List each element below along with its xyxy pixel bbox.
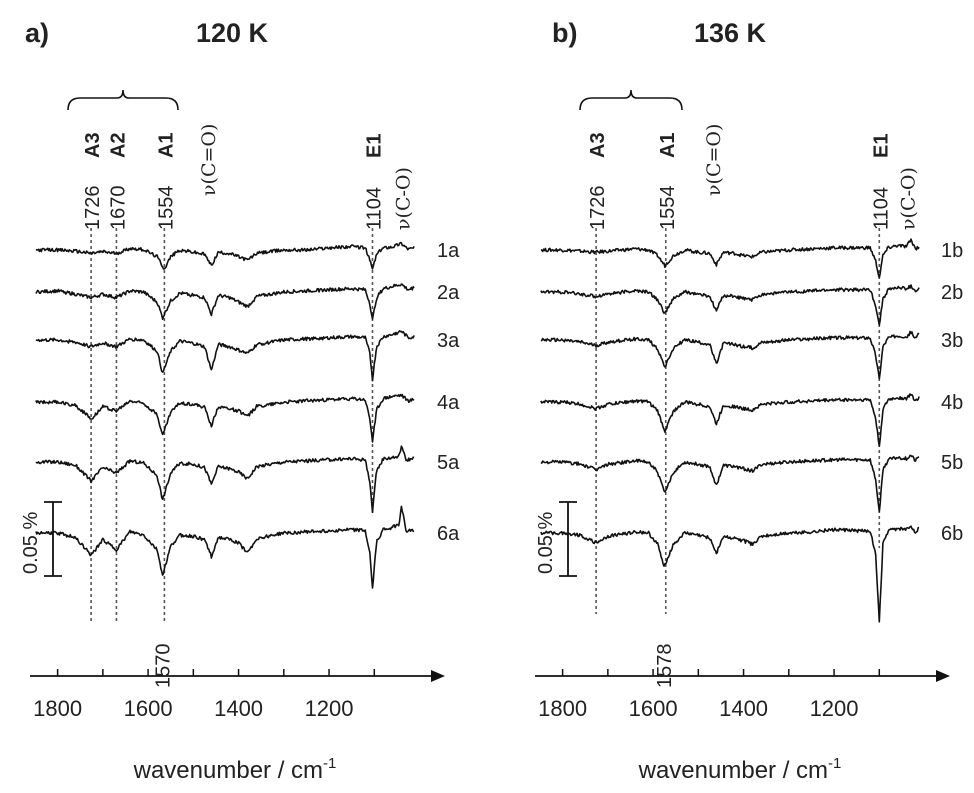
band-label: E1 <box>870 134 892 158</box>
spectrum-trace-2b <box>540 284 920 326</box>
spectrum-trace-2a <box>35 283 415 320</box>
spectrum-trace-4a <box>35 393 415 443</box>
scale-bar-label: 0.05 % <box>535 512 557 574</box>
panel-a: a) 120 K 1800 1600 1400 1200 wavenumber / cm-1… <box>20 18 460 784</box>
spectrum-trace-6a <box>35 505 415 589</box>
peak-wavenumber-label: 1726 <box>82 186 104 231</box>
panel-label: a) <box>25 18 49 48</box>
trace-label: 1a <box>437 240 460 262</box>
spectrum-trace-4b <box>540 393 920 447</box>
peak-wavenumber-label: 1554 <box>155 186 177 231</box>
spectrum-trace-6b <box>540 525 920 623</box>
x-axis-label: wavenumber / cm-1 <box>133 755 337 784</box>
trace-label: 5a <box>437 452 460 474</box>
band-label: A3 <box>82 132 104 158</box>
peak-wavenumber-label: 1104 <box>870 187 892 230</box>
band-group-brace <box>579 89 683 111</box>
trace-label: 6a <box>437 523 460 545</box>
vibration-mode-label: ν(C=O) <box>198 124 220 196</box>
spectrum-trace-1b <box>540 238 920 279</box>
x-tick-label: 1400 <box>719 696 768 721</box>
x-axis-label: wavenumber / cm-1 <box>638 755 842 784</box>
x-tick-label: 1400 <box>214 696 263 721</box>
x-axis-arrow <box>936 670 950 682</box>
panel-title: 120 K <box>196 18 269 48</box>
spectrum-trace-5b <box>540 454 920 513</box>
trace-label: 4b <box>941 392 963 414</box>
spectrum-trace-3a <box>35 330 415 382</box>
band-label: A1 <box>155 132 177 158</box>
scale-bar-label: 0.05 % <box>20 512 42 574</box>
bottom-wavenumber-label: 1578 <box>654 644 676 689</box>
vibration-mode-label: ν(C=O) <box>703 124 725 196</box>
trace-label: 3b <box>941 330 963 352</box>
trace-label: 4a <box>437 392 460 414</box>
bottom-wavenumber-label: 1570 <box>153 644 175 689</box>
peak-wavenumber-label: 1554 <box>657 186 679 231</box>
panel-title: 136 K <box>694 18 767 48</box>
spectrum-trace-5a <box>35 445 415 513</box>
spectrum-trace-1a <box>35 241 415 270</box>
trace-label: 2b <box>941 282 963 304</box>
x-tick-label: 1600 <box>124 696 173 721</box>
trace-label: 1b <box>941 240 963 262</box>
trace-label: 5b <box>941 452 963 474</box>
trace-label: 3a <box>437 330 460 352</box>
peak-wavenumber-label: 1670 <box>107 186 129 231</box>
panel-label: b) <box>552 18 577 48</box>
band-group-brace <box>67 89 179 111</box>
x-tick-label: 1800 <box>33 696 82 721</box>
trace-label: 2a <box>437 282 460 304</box>
band-label: A3 <box>587 132 609 158</box>
band-label: E1 <box>363 134 385 158</box>
x-tick-label: 1200 <box>810 696 859 721</box>
x-tick-label: 1600 <box>629 696 678 721</box>
band-label: A2 <box>107 132 129 158</box>
vibration-mode-label: ν(C-O) <box>392 167 414 230</box>
x-tick-label: 1800 <box>538 696 587 721</box>
vibration-mode-label: ν(C-O) <box>897 167 919 230</box>
panel-b: b) 136 K 1800 1600 1400 1200 wavenumber / cm-1… <box>535 18 963 784</box>
spectrum-trace-3b <box>540 330 920 380</box>
band-label: A1 <box>657 132 679 158</box>
x-tick-label: 1200 <box>305 696 354 721</box>
peak-wavenumber-label: 1726 <box>587 186 609 231</box>
x-axis-arrow <box>431 670 445 682</box>
trace-label: 6b <box>941 523 963 545</box>
peak-wavenumber-label: 1104 <box>363 187 385 230</box>
